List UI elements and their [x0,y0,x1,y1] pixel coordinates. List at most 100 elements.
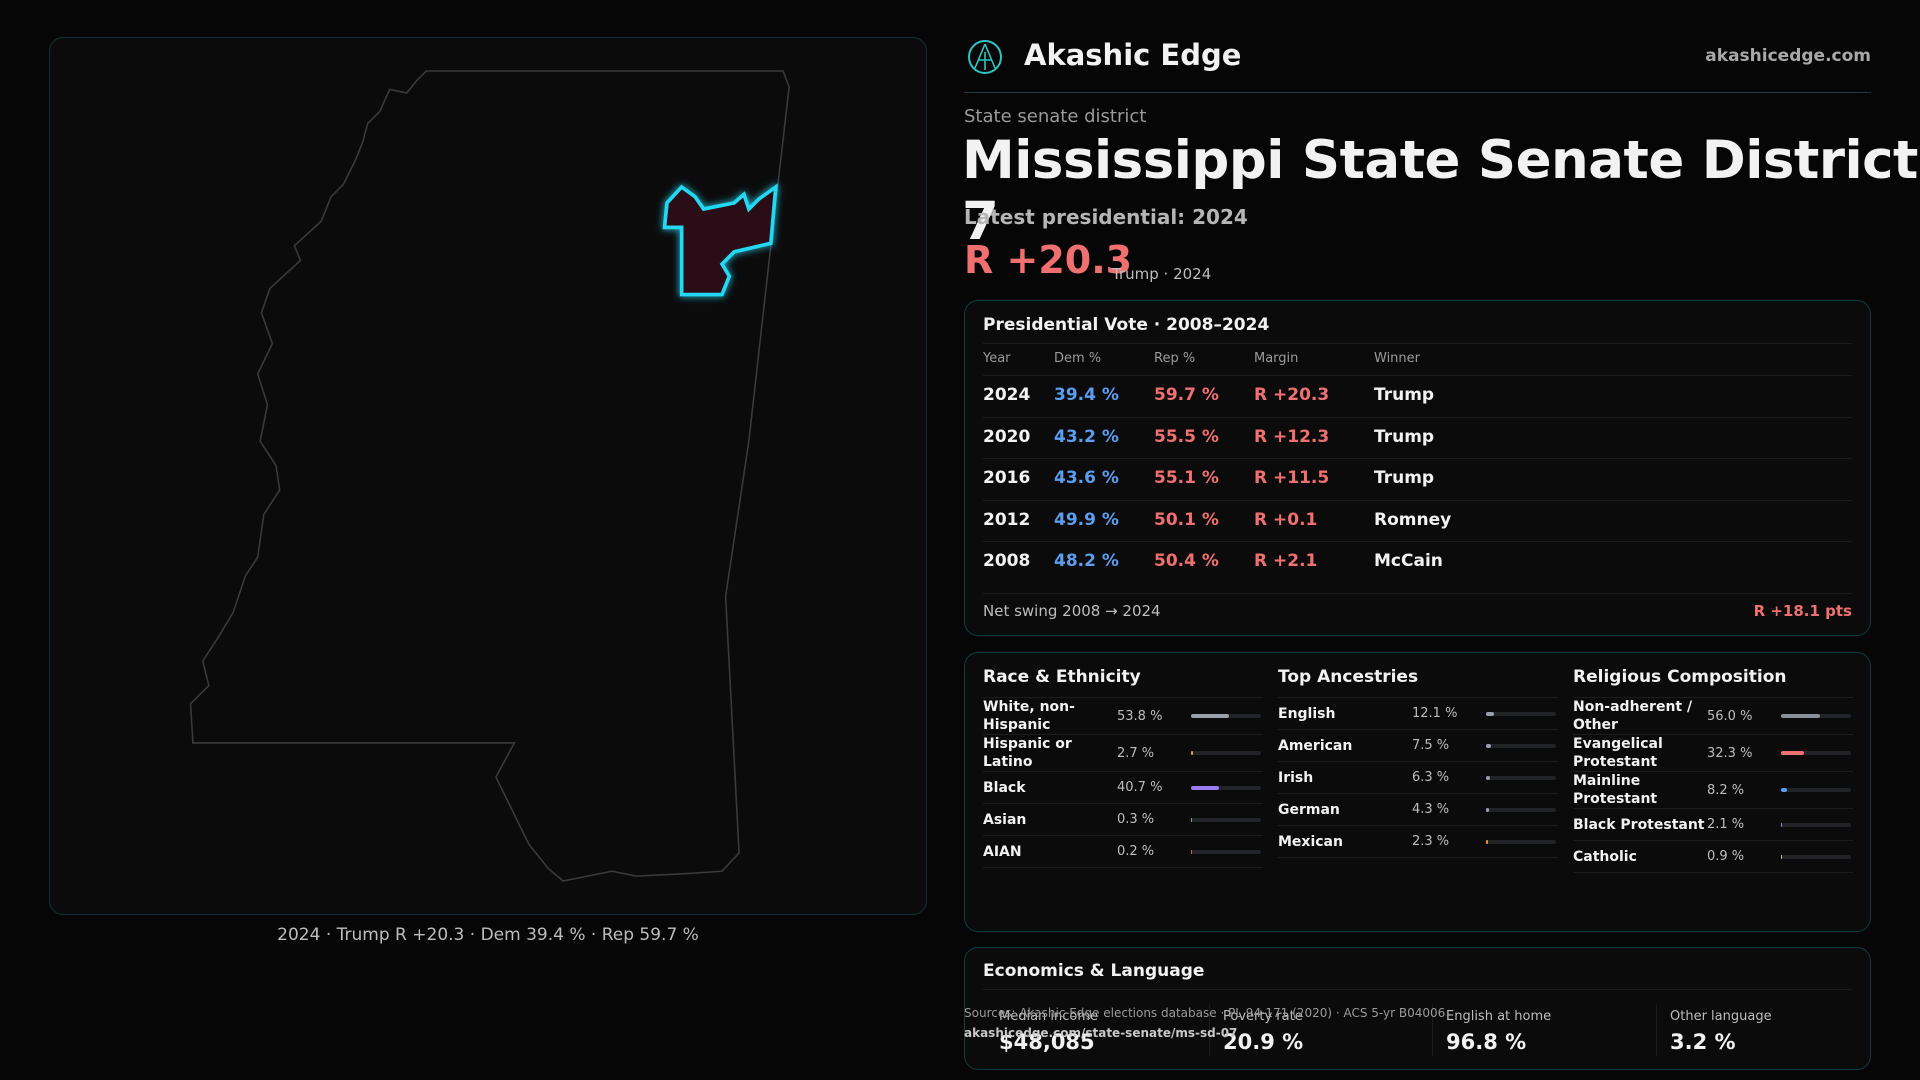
stat-row: American 7.5 % [1278,730,1558,762]
stat-value: 0.9 % [1707,849,1745,864]
table-cell: R +11.5 [1254,468,1330,488]
stat-value: 4.3 % [1412,802,1450,817]
bar-track [1191,714,1261,718]
stat-value: 8.2 % [1707,782,1745,798]
bar-track [1781,788,1851,792]
row-divider [983,499,1852,501]
net-swing-label: Net swing 2008 → 2024 [983,602,1161,620]
metric-value: 96.8 % [1446,1030,1527,1054]
bar [1486,775,1491,780]
stat-row: Asian 0.3 % [983,804,1263,836]
table-cell: 55.5 % [1154,426,1219,447]
stat-value: 0.3 % [1117,812,1155,827]
table-cell: 59.7 % [1154,385,1219,405]
table-cell: 2020 [983,426,1031,447]
map-caption: 2024 · Trump R +20.3 · Dem 39.4 % · Rep … [277,925,699,945]
metric-label: Median income [999,1009,1099,1024]
sources: Sources: Akashic Edge elections database… [964,1006,1446,1020]
stat-row: Black 40.7 % [983,772,1263,804]
table-cell: 39.4 % [1054,385,1119,405]
column-header: Dem % [1054,351,1102,366]
stat-row: Mainline Protestant 8.2 % [1573,772,1853,809]
demographics-panel: Race & Ethnicity White, non-Hispanic 53.8 … [964,652,1871,932]
stat-value: 2.7 % [1117,745,1155,761]
bar-track [1486,711,1556,716]
panel-title: Economics & Language [983,961,1205,981]
brand-url[interactable]: akashicedge.com [1705,46,1871,66]
stat-value: 2.1 % [1707,817,1745,832]
stat-name: German [1278,801,1340,818]
bar [1191,751,1193,755]
bar-track [1191,849,1261,854]
divider [964,92,1871,93]
bar-track [1781,854,1851,859]
table-cell: 2012 [983,509,1031,530]
stat-name: Black Protestant [1573,816,1705,833]
state-outline [189,70,790,882]
demographic-column: Religious Composition Non-adherent / Othe… [1573,667,1853,873]
stat-row: English 12.1 % [1278,698,1558,730]
stat-value: 32.3 % [1707,745,1753,761]
stat-name: Catholic [1573,848,1637,865]
district-shape [662,183,778,297]
bar-track [1191,751,1261,755]
bar [1191,714,1229,718]
table-cell: 50.1 % [1154,509,1219,530]
bar-track [1781,714,1851,718]
demographic-column: Top Ancestries English 12.1 % American 7.5 %… [1278,667,1558,858]
stat-value: 56.0 % [1707,708,1753,724]
table-cell: Trump [1374,385,1435,405]
panel-title: Presidential Vote · 2008–2024 [983,315,1270,335]
stat-row: Catholic 0.9 % [1573,841,1853,873]
bar-track [1486,807,1556,812]
table-cell: 43.6 % [1054,468,1119,488]
table-cell: 50.4 % [1154,551,1219,571]
column-header: Winner [1374,351,1421,366]
stat-name: Black [983,779,1026,796]
row-divider [983,375,1852,376]
stat-row: Hispanic or Latino 2.7 % [983,735,1263,772]
stat-name: Mexican [1278,833,1343,850]
bar [1781,788,1787,792]
stat-name: White, non-Hispanic [983,699,1075,733]
table-cell: 43.2 % [1054,426,1119,447]
table-cell: 2024 [983,385,1031,405]
table-cell: Romney [1374,509,1452,530]
stat-value: 40.7 % [1117,780,1163,795]
column-header: Margin [1254,351,1299,366]
metric-value: 20.9 % [1223,1030,1304,1054]
bar-track [1781,822,1851,827]
divider [1656,1004,1657,1056]
kicker: State senate district [964,106,1147,127]
stat-row: Mexican 2.3 % [1278,826,1558,858]
margin-note: Trump · 2024 [1112,265,1212,283]
divider [1432,1004,1433,1056]
stat-value: 12.1 % [1412,706,1458,721]
stat-row: Black Protestant 2.1 % [1573,809,1853,841]
bar-track [1486,839,1556,844]
bar [1781,751,1804,755]
map-panel [49,37,927,915]
table-cell: Trump [1374,468,1435,488]
bar-track [1486,775,1556,780]
column-header: Rep % [1154,351,1196,366]
source-link[interactable]: akashicedge.com/state-senate/ms-sd-07 [964,1026,1238,1040]
divider [983,989,1852,990]
stat-row: Evangelical Protestant 32.3 % [1573,735,1853,772]
stat-name: AIAN [983,843,1022,860]
table-cell: 2016 [983,468,1031,488]
brand-name: Akashic Edge [1024,38,1242,72]
stat-value: 53.8 % [1117,708,1163,724]
metric-value: 3.2 % [1670,1030,1736,1054]
stat-name: American [1278,737,1353,754]
panel-title: Top Ancestries [1278,667,1558,698]
bar-track [1191,817,1261,822]
table-cell: 49.9 % [1054,509,1119,530]
presidential-panel: Presidential Vote · 2008–2024 Net swing … [964,300,1871,636]
bar [1486,743,1492,748]
stat-value: 2.3 % [1412,834,1450,849]
divider [983,593,1852,594]
table-cell: Trump [1374,426,1435,447]
